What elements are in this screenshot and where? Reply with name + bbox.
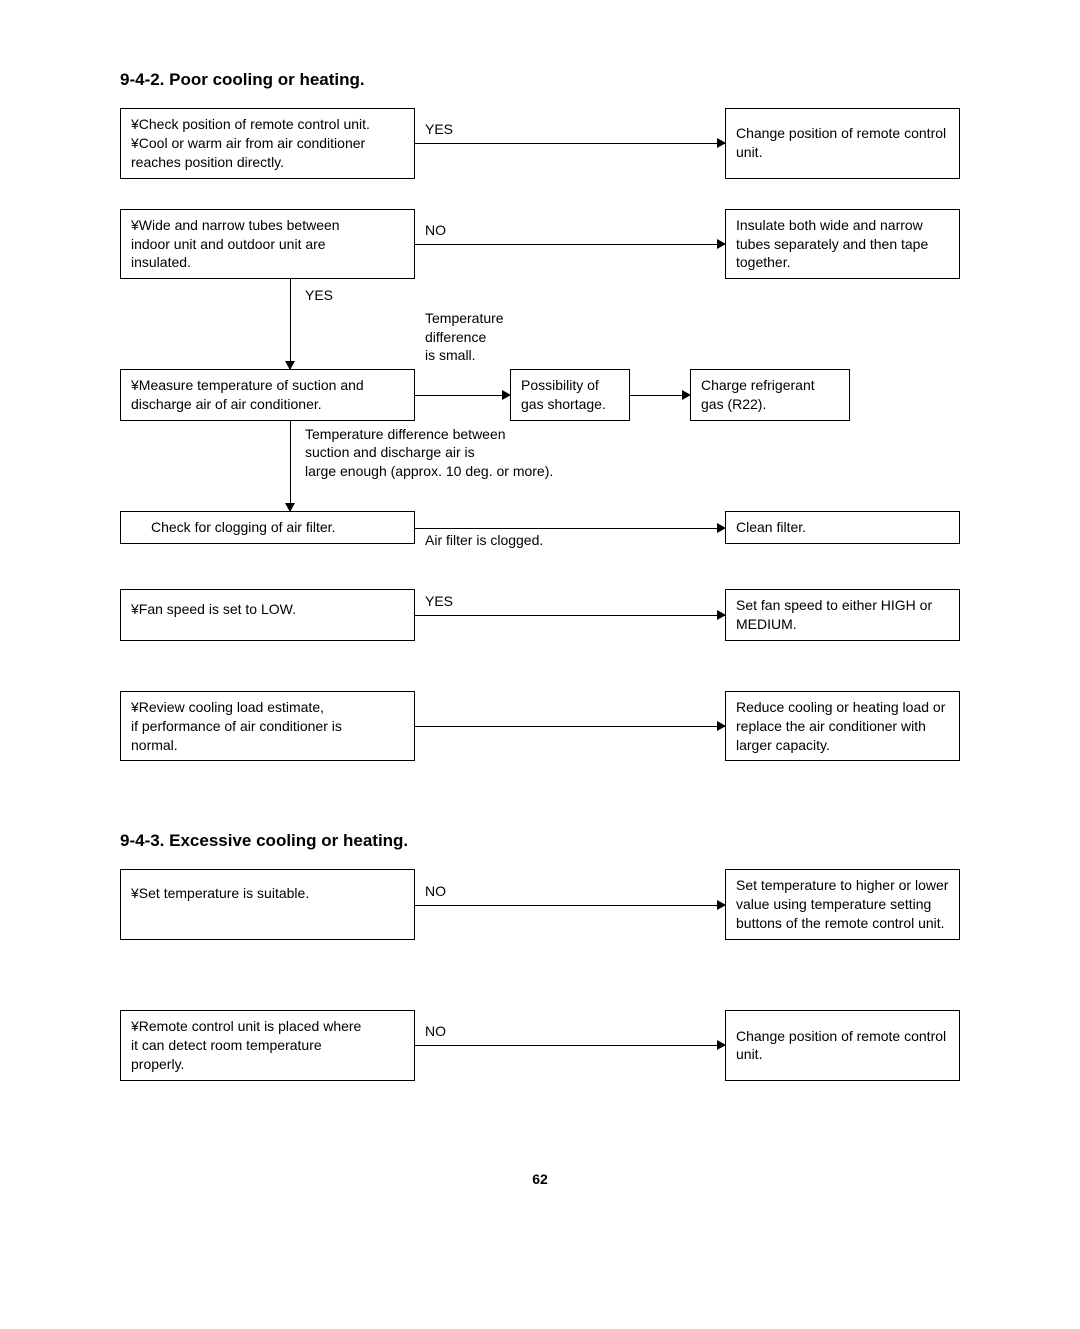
connector-3b xyxy=(630,369,690,421)
flow-row-6: ¥Review cooling load estimate, if perfor… xyxy=(120,691,960,762)
connector-4: Air filter is clogged. xyxy=(415,511,725,544)
set-temp-suitable-box: ¥Set temperature is suitable. xyxy=(120,869,415,940)
flow2-row-2: ¥Remote control unit is placed where it … xyxy=(120,1010,960,1081)
tubes-insulated-box: ¥Wide and narrow tubes between indoor un… xyxy=(120,209,415,280)
label-no-3: NO xyxy=(425,1023,446,1039)
flow-row-1: ¥Check position of remote control unit. … xyxy=(120,108,960,179)
label-no-1: NO xyxy=(425,222,446,238)
flowchart-poor-cooling: ¥Check position of remote control unit. … xyxy=(120,108,960,761)
vconn-2: Temperature difference between suction a… xyxy=(120,421,960,511)
label-yes-1: YES xyxy=(425,121,453,137)
connector-6 xyxy=(415,691,725,762)
vconn-1: YES Temperature difference is small. xyxy=(120,279,960,369)
insulate-tubes-box: Insulate both wide and narrow tubes sepa… xyxy=(725,209,960,280)
charge-gas-box: Charge refrigerant gas (R22). xyxy=(690,369,850,421)
flow-row-3: ¥Measure temperature of suction and disc… xyxy=(120,369,960,421)
flow-row-4: Check for clogging of air filter. Air fi… xyxy=(120,511,960,544)
set-temp-value-box: Set temperature to higher or lower value… xyxy=(725,869,960,940)
flow2-row-1: ¥Set temperature is suitable. NO Set tem… xyxy=(120,869,960,940)
check-filter-text: Check for clogging of air filter. xyxy=(131,518,335,537)
section-title-1: 9-4-2. Poor cooling or heating. xyxy=(120,70,960,90)
connector-1: YES xyxy=(415,108,725,179)
review-load-box: ¥Review cooling load estimate, if perfor… xyxy=(120,691,415,762)
change-remote-position-box-2: Change position of remote control unit. xyxy=(725,1010,960,1081)
flow-row-5: ¥Fan speed is set to LOW. YES Set fan sp… xyxy=(120,589,960,641)
label-yes-3: YES xyxy=(425,593,453,609)
clean-filter-box: Clean filter. xyxy=(725,511,960,544)
connector-2-1: NO xyxy=(415,869,725,940)
connector-2-2: NO xyxy=(415,1010,725,1081)
connector-5: YES xyxy=(415,589,725,641)
set-fan-speed-box: Set fan speed to either HIGH or MEDIUM. xyxy=(725,589,960,641)
section-title-2: 9-4-3. Excessive cooling or heating. xyxy=(120,831,960,851)
fan-speed-low-box: ¥Fan speed is set to LOW. xyxy=(120,589,415,641)
label-temp-diff-small: Temperature difference is small. xyxy=(425,309,504,364)
connector-2: NO xyxy=(415,209,725,280)
label-temp-large: Temperature difference between suction a… xyxy=(305,425,553,480)
label-no-2: NO xyxy=(425,883,446,899)
check-remote-position-box: ¥Check position of remote control unit. … xyxy=(120,108,415,179)
change-remote-position-box: Change position of remote control unit. xyxy=(725,108,960,179)
label-yes-2: YES xyxy=(305,287,333,303)
flow-row-2: ¥Wide and narrow tubes between indoor un… xyxy=(120,209,960,280)
label-filter-clogged: Air filter is clogged. xyxy=(425,532,543,548)
check-filter-box: Check for clogging of air filter. xyxy=(120,511,415,544)
gas-shortage-box: Possibility of gas shortage. xyxy=(510,369,630,421)
measure-temp-box: ¥Measure temperature of suction and disc… xyxy=(120,369,415,421)
remote-detect-temp-box: ¥Remote control unit is placed where it … xyxy=(120,1010,415,1081)
connector-3a xyxy=(415,369,510,421)
flowchart-excessive: ¥Set temperature is suitable. NO Set tem… xyxy=(120,869,960,1080)
page-number: 62 xyxy=(120,1171,960,1187)
reduce-load-box: Reduce cooling or heating load or replac… xyxy=(725,691,960,762)
